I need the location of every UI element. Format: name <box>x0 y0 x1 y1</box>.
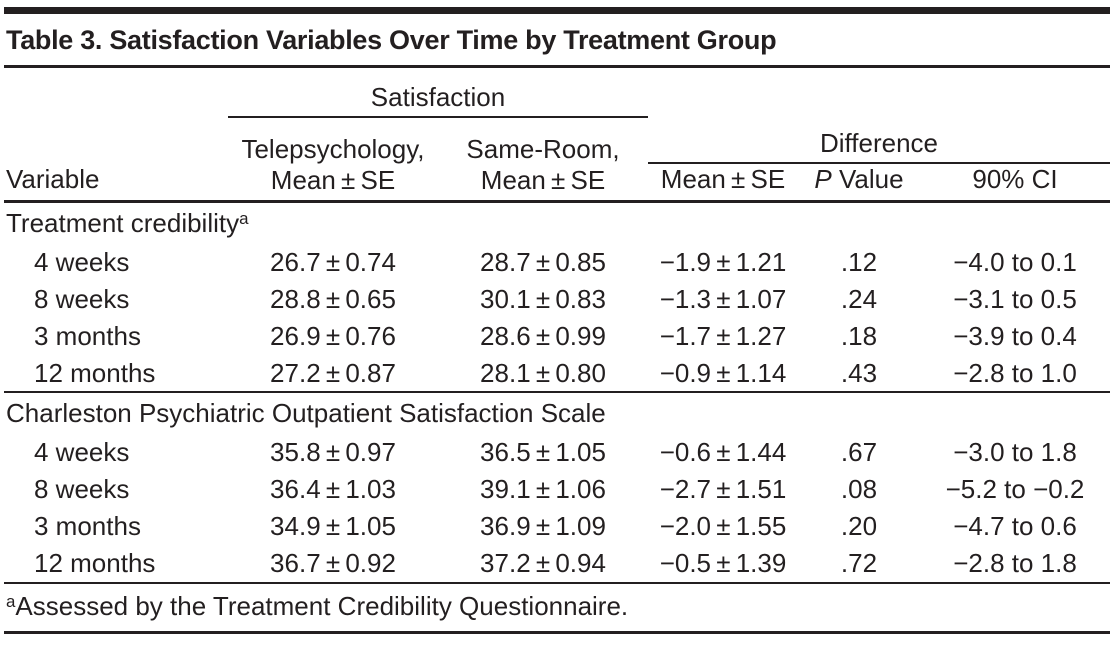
cell-telepsychology: 34.9 ± 1.05 <box>270 511 396 541</box>
cell-variable: 4 weeks <box>34 437 130 467</box>
cell-variable: 3 months <box>34 511 141 541</box>
col-header-90-ci: 90% CI <box>920 163 1111 203</box>
cell-ci: −4.0 to 0.1 <box>953 247 1077 277</box>
cell-same-room: 28.6 ± 0.99 <box>480 321 606 351</box>
table-figure: Table 3. Satisfaction Variables Over Tim… <box>4 7 1111 634</box>
sub-header-row: Mean ± SE P Value 90% CI <box>4 163 1111 203</box>
section-label-text: Treatment credibility <box>6 208 240 238</box>
cell-diff-mean: −0.6 ± 1.44 <box>659 437 787 467</box>
cell-same-room: 36.5 ± 1.05 <box>480 437 606 467</box>
cell-variable: 4 weeks <box>34 247 130 277</box>
table-row: 12 months 27.2 ± 0.87 28.1 ± 0.80 −0.9 ±… <box>4 355 1110 392</box>
cell-variable: 3 months <box>34 321 141 351</box>
section-header-treatment-credibility: Treatment credibilitya <box>4 202 1110 245</box>
cell-ci: −2.8 to 1.0 <box>953 357 1077 388</box>
table-footnote: aAssessed by the Treatment Credibility Q… <box>4 582 1110 634</box>
table-row: 8 weeks 36.4 ± 1.03 39.1 ± 1.06 −2.7 ± 1… <box>4 471 1110 508</box>
footnote-marker-sup: a <box>239 209 249 229</box>
col-header-diff-mean-se: Mean ± SE <box>648 163 798 203</box>
cell-telepsychology: 26.9 ± 0.76 <box>270 321 396 351</box>
section-label: Charleston Psychiatric Outpatient Satisf… <box>4 391 1111 434</box>
cell-same-room: 36.9 ± 1.09 <box>480 511 606 541</box>
cell-ci: −3.9 to 0.4 <box>953 321 1077 351</box>
section-header-charleston-scale: Charleston Psychiatric Outpatient Satisf… <box>4 391 1111 434</box>
cell-same-room: 39.1 ± 1.06 <box>480 474 606 504</box>
table-row: 4 weeks 26.7 ± 0.74 28.7 ± 0.85 −1.9 ± 1… <box>4 244 1110 281</box>
col-header-telepsychology-line1: Telepsychology, <box>241 134 425 164</box>
group-header-row-difference: Telepsychology, Mean ± SE Same-Room, Mea… <box>4 117 1111 203</box>
cell-p-value: .67 <box>840 437 878 467</box>
cell-ci: −2.8 to 1.8 <box>953 548 1077 578</box>
footnote-text: Assessed by the Treatment Credibility Qu… <box>15 591 629 621</box>
cell-same-room: 37.2 ± 0.94 <box>480 548 606 578</box>
table-title: Table 3. Satisfaction Variables Over Tim… <box>4 19 1110 68</box>
top-rule-bar <box>4 7 1110 14</box>
cell-telepsychology: 36.4 ± 1.03 <box>270 474 396 504</box>
cell-variable: 12 months <box>34 548 156 578</box>
cell-p-value: .08 <box>840 474 878 504</box>
cell-ci: −4.7 to 0.6 <box>953 511 1077 541</box>
cell-ci: −3.1 to 0.5 <box>953 284 1077 314</box>
col-header-telepsychology: Telepsychology, Mean ± SE <box>228 117 438 203</box>
cell-diff-mean: −2.7 ± 1.51 <box>659 474 787 504</box>
col-header-telepsychology-line2: Mean ± SE <box>270 165 396 195</box>
cell-p-value: .12 <box>840 247 878 277</box>
cell-telepsychology: 35.8 ± 0.97 <box>270 437 396 467</box>
cell-diff-mean: −0.9 ± 1.14 <box>659 357 787 388</box>
cell-diff-mean: −1.9 ± 1.21 <box>659 247 787 277</box>
cell-p-value: .72 <box>840 548 878 578</box>
table-row: 8 weeks 28.8 ± 0.65 30.1 ± 0.83 −1.3 ± 1… <box>4 281 1110 318</box>
section-label-text: Charleston Psychiatric Outpatient Satisf… <box>6 398 606 428</box>
col-header-same-room: Same-Room, Mean ± SE <box>438 117 648 203</box>
col-header-p-value: P Value <box>798 163 920 203</box>
p-value-italic-p: P <box>814 164 832 194</box>
table-body: Treatment credibilitya 4 weeks 26.7 ± 0.… <box>4 202 1111 583</box>
col-header-same-room-line2: Mean ± SE <box>480 165 606 195</box>
cell-variable: 8 weeks <box>34 474 130 504</box>
group-header-row-satisfaction: Variable Satisfaction <box>4 68 1110 203</box>
cell-telepsychology: 36.7 ± 0.92 <box>270 548 396 578</box>
table-row: 3 months 26.9 ± 0.76 28.6 ± 0.99 −1.7 ± … <box>4 318 1110 355</box>
col-header-same-room-line1: Same-Room, <box>466 134 620 164</box>
cell-p-value: .20 <box>840 511 878 541</box>
cell-diff-mean: −0.5 ± 1.39 <box>659 548 787 578</box>
cell-p-value: .24 <box>840 284 878 314</box>
cell-same-room: 28.1 ± 0.80 <box>480 357 606 388</box>
cell-diff-mean: −1.7 ± 1.27 <box>659 321 787 351</box>
col-header-variable: Variable <box>4 68 228 203</box>
cell-p-value: .43 <box>840 357 878 388</box>
cell-ci: −3.0 to 1.8 <box>953 437 1077 467</box>
cell-telepsychology: 28.8 ± 0.65 <box>270 284 396 314</box>
group-header-satisfaction: Satisfaction <box>228 68 648 118</box>
table-row: 12 months 36.7 ± 0.92 37.2 ± 0.94 −0.5 ±… <box>4 545 1110 582</box>
table-row: 4 weeks 35.8 ± 0.97 36.5 ± 1.05 −0.6 ± 1… <box>4 434 1110 471</box>
cell-variable: 12 months <box>34 357 156 388</box>
group-header-spacer <box>648 68 1110 117</box>
p-value-rest: Value <box>831 164 904 194</box>
cell-same-room: 28.7 ± 0.85 <box>480 247 606 277</box>
cell-variable: 8 weeks <box>34 284 130 314</box>
cell-telepsychology: 27.2 ± 0.87 <box>270 357 396 388</box>
cell-ci: −5.2 to −0.2 <box>945 474 1085 504</box>
cell-p-value: .18 <box>840 321 878 351</box>
cell-telepsychology: 26.7 ± 0.74 <box>270 247 396 277</box>
satisfaction-table: Variable Satisfaction Telepsychology, Me… <box>4 68 1111 583</box>
table-header: Variable Satisfaction Telepsychology, Me… <box>4 68 1111 203</box>
section-label: Treatment credibilitya <box>4 202 1110 245</box>
table-row: 3 months 34.9 ± 1.05 36.9 ± 1.09 −2.0 ± … <box>4 508 1110 545</box>
cell-same-room: 30.1 ± 0.83 <box>480 284 606 314</box>
footnote-marker: a <box>6 592 16 612</box>
cell-diff-mean: −1.3 ± 1.07 <box>659 284 787 314</box>
group-header-difference: Difference <box>648 117 1111 164</box>
cell-diff-mean: −2.0 ± 1.55 <box>659 511 787 541</box>
